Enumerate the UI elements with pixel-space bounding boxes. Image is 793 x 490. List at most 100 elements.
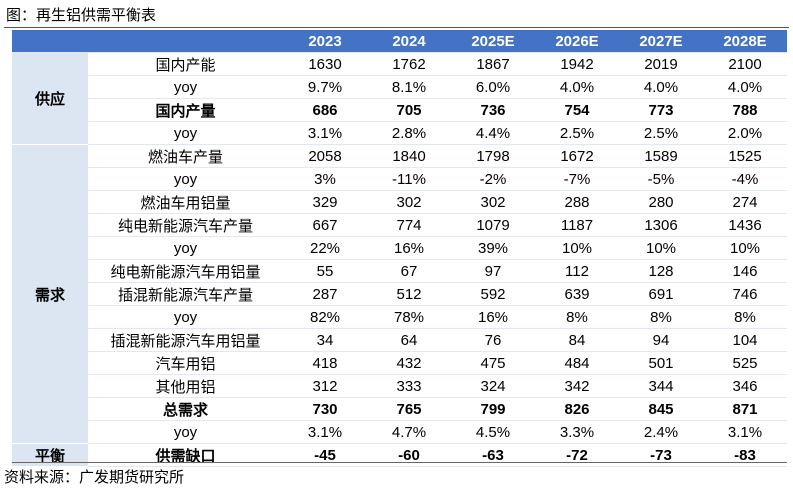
- cell: 302: [367, 190, 451, 214]
- table-row: yoy 22% 16% 39% 10% 10% 10%: [12, 236, 787, 260]
- row-label: 纯电新能源汽车产量: [88, 213, 283, 237]
- cell: 104: [703, 328, 787, 352]
- cell: 84: [535, 328, 619, 352]
- row-label: 汽车用铝: [88, 351, 283, 375]
- cell: 9.7%: [283, 75, 367, 99]
- cell: 2.4%: [619, 420, 703, 444]
- cell: 773: [619, 98, 703, 122]
- title: 图：再生铝供需平衡表: [6, 8, 157, 24]
- cell: 1306: [619, 213, 703, 237]
- row-label: yoy: [88, 420, 283, 444]
- table-row: yoy 3% -11% -2% -7% -5% -4%: [12, 167, 787, 191]
- cell: 1630: [283, 52, 367, 76]
- row-label: 插混新能源汽车用铝量: [88, 328, 283, 352]
- row-label: 燃油车产量: [88, 144, 283, 168]
- cell: 16%: [451, 305, 535, 329]
- rule: [4, 27, 789, 28]
- row-label: 插混新能源汽车产量: [88, 282, 283, 306]
- column-header: 2023: [283, 30, 367, 53]
- cell: 67: [367, 259, 451, 283]
- column-header: 2027E: [619, 30, 703, 53]
- table-row: 插混新能源汽车产量 287 512 592 639 691 746: [12, 282, 787, 306]
- row-label: 燃油车用铝量: [88, 190, 283, 214]
- cell: -4%: [703, 167, 787, 191]
- group-label: 平衡: [12, 443, 88, 467]
- cell: 1589: [619, 144, 703, 168]
- cell: 128: [619, 259, 703, 283]
- cell: 4.0%: [703, 75, 787, 99]
- table-row: yoy 3.1% 2.8% 4.4% 2.5% 2.5% 2.0%: [12, 121, 787, 145]
- cell: 78%: [367, 305, 451, 329]
- column-header: 2026E: [535, 30, 619, 53]
- cell: 418: [283, 351, 367, 375]
- cell: 8.1%: [367, 75, 451, 99]
- cell: 3%: [283, 167, 367, 191]
- cell: -60: [367, 443, 451, 467]
- header-corner: [12, 30, 88, 53]
- cell: 774: [367, 213, 451, 237]
- cell: 112: [535, 259, 619, 283]
- table-row: 国内产量 686 705 736 754 773 788: [12, 98, 787, 122]
- cell: 302: [451, 190, 535, 214]
- row-label: 国内产能: [88, 52, 283, 76]
- cell: 82%: [283, 305, 367, 329]
- cell: 146: [703, 259, 787, 283]
- cell: 4.5%: [451, 420, 535, 444]
- row-label: 供需缺口: [88, 443, 283, 467]
- cell: 1798: [451, 144, 535, 168]
- row-label: 纯电新能源汽车用铝量: [88, 259, 283, 283]
- cell: 730: [283, 397, 367, 421]
- cell: 76: [451, 328, 535, 352]
- cell: 736: [451, 98, 535, 122]
- cell: 2.8%: [367, 121, 451, 145]
- cell: 55: [283, 259, 367, 283]
- cell: 1672: [535, 144, 619, 168]
- header-row: 2023 2024 2025E 2026E 2027E 2028E: [12, 30, 787, 53]
- cell: 484: [535, 351, 619, 375]
- cell: 8%: [535, 305, 619, 329]
- cell: 705: [367, 98, 451, 122]
- cell: 826: [535, 397, 619, 421]
- cell: 4.4%: [451, 121, 535, 145]
- cell: 342: [535, 374, 619, 398]
- cell: -11%: [367, 167, 451, 191]
- cell: 1436: [703, 213, 787, 237]
- row-label: yoy: [88, 167, 283, 191]
- cell: 64: [367, 328, 451, 352]
- column-header: 2025E: [451, 30, 535, 53]
- cell: 639: [535, 282, 619, 306]
- cell: 333: [367, 374, 451, 398]
- table-row: 插混新能源汽车用铝量 34 64 76 84 94 104: [12, 328, 787, 352]
- row-label: yoy: [88, 121, 283, 145]
- cell: 746: [703, 282, 787, 306]
- table-row: yoy 82% 78% 16% 8% 8% 8%: [12, 305, 787, 329]
- cell: 4.7%: [367, 420, 451, 444]
- cell: 287: [283, 282, 367, 306]
- table-row: 纯电新能源汽车用铝量 55 67 97 112 128 146: [12, 259, 787, 283]
- rule: [12, 462, 787, 463]
- cell: 10%: [703, 236, 787, 260]
- cell: 512: [367, 282, 451, 306]
- row-label: yoy: [88, 75, 283, 99]
- row-label: 总需求: [88, 397, 283, 421]
- cell: 788: [703, 98, 787, 122]
- table-row: 供应 国内产能 1630 1762 1867 1942 2019 2100: [12, 52, 787, 145]
- cell: 525: [703, 351, 787, 375]
- cell: 22%: [283, 236, 367, 260]
- cell: 288: [535, 190, 619, 214]
- row-label: 其他用铝: [88, 374, 283, 398]
- cell: -2%: [451, 167, 535, 191]
- cell: 871: [703, 397, 787, 421]
- cell: 324: [451, 374, 535, 398]
- table-row: 需求 燃油车产量 2058 1840 1798 1672 1589 1525: [12, 144, 787, 444]
- cell: 592: [451, 282, 535, 306]
- cell: 3.1%: [703, 420, 787, 444]
- cell: 754: [535, 98, 619, 122]
- cell: 346: [703, 374, 787, 398]
- cell: 2.5%: [619, 121, 703, 145]
- cell: 8%: [619, 305, 703, 329]
- table-row: 纯电新能源汽车产量 667 774 1079 1187 1306 1436: [12, 213, 787, 237]
- source: 资料来源：广发期货研究所: [4, 470, 185, 486]
- cell: 4.0%: [535, 75, 619, 99]
- cell: 765: [367, 397, 451, 421]
